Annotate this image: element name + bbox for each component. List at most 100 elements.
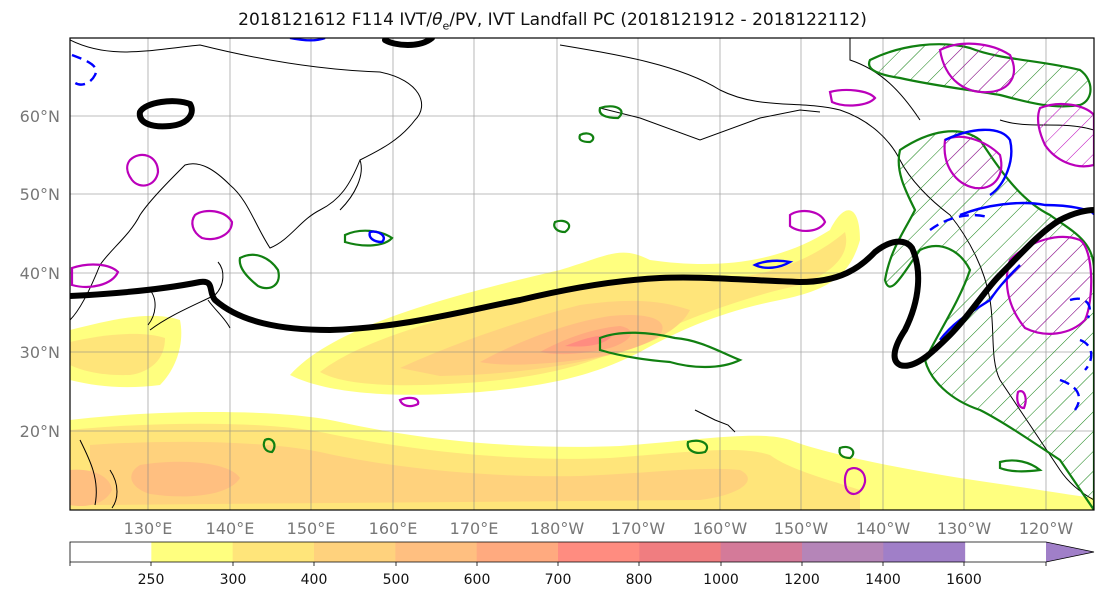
theta-e-blob-1 — [598, 331, 743, 369]
colorbar-tick-label: 250 — [138, 572, 165, 588]
asia-coast — [70, 39, 423, 321]
ivt-neg-3 — [1059, 297, 1093, 411]
colorbar-tick-label: 1600 — [946, 572, 982, 588]
pv-ne-2 — [1036, 102, 1094, 168]
lat-label: 30°N — [20, 343, 60, 362]
colorbar-cell — [476, 542, 559, 562]
pv-sw-coast — [1005, 235, 1093, 335]
colorbar-tick-label: 300 — [220, 572, 247, 588]
pv-blob-4 — [788, 209, 827, 232]
colorbar: 250 300 400 500 600 700 800 1000 1200 14… — [69, 541, 1095, 588]
pv-ne-1 — [938, 42, 1016, 94]
map-frame — [69, 37, 1095, 511]
pc-main — [70, 207, 1094, 369]
colorbar-tick-label: 400 — [301, 572, 328, 588]
lon-labels: 130°E 140°E 150°E 160°E 170°E 180°W 170°… — [124, 519, 1074, 538]
pc-ring-north — [136, 98, 195, 130]
colorbar-extend-arrow — [1046, 542, 1094, 562]
colorbar-tick-labels: 250 300 400 500 600 700 800 1000 1200 14… — [138, 572, 982, 588]
theta-e-blob-6 — [578, 132, 595, 144]
plot-title: 2018121612 F114 IVT/θe/PV, IVT Landfall … — [0, 10, 1105, 32]
colorbar-cell — [720, 542, 803, 562]
lat-labels: 60°N 50°N 40°N 30°N 20°N — [20, 107, 60, 441]
lon-label: 160°W — [693, 519, 748, 538]
pv-blob-3 — [70, 263, 120, 289]
lat-label: 50°N — [20, 185, 60, 204]
graticule — [70, 38, 1094, 510]
lon-label: 150°E — [287, 519, 336, 538]
lat-label: 20°N — [20, 422, 60, 441]
title-subscript: e — [442, 19, 450, 33]
lon-label: 130°E — [124, 519, 173, 538]
pv-hatched — [938, 42, 1094, 335]
theta-e-blob-7 — [262, 437, 276, 454]
ivt-pos-small-2 — [368, 230, 385, 244]
lon-label: 180°W — [530, 519, 585, 538]
lon-label: 150°W — [774, 519, 829, 538]
theta-e-blob-5 — [598, 105, 623, 120]
title-prefix: 2018121612 F114 IVT/ — [238, 10, 433, 30]
lon-label: 170°W — [611, 519, 666, 538]
theta-e-blob-9 — [838, 445, 855, 460]
pv-blob-6 — [398, 396, 420, 408]
pv-blob-7 — [843, 466, 867, 496]
ivt-south-500 — [131, 461, 240, 497]
lon-label: 140°E — [206, 519, 255, 538]
korea — [147, 289, 156, 326]
colorbar-tick-label: 600 — [464, 572, 491, 588]
colorbar-cell — [151, 542, 234, 562]
theta-e-blob-4 — [553, 219, 571, 234]
ivt-west-300 — [70, 333, 165, 376]
aleutians — [599, 107, 821, 141]
lat-label: 60°N — [20, 107, 60, 126]
theta-e-blob-8 — [686, 439, 709, 454]
pv-contours — [70, 88, 1027, 496]
theta-e-blob-3 — [343, 229, 394, 247]
pc-arc-top — [382, 38, 435, 48]
colorbar-tick-label: 1000 — [703, 572, 739, 588]
colorbar-cell — [70, 542, 152, 562]
colorbar-cell — [558, 542, 640, 562]
ivt-neg-2 — [929, 213, 991, 231]
theta-e-blob-2 — [238, 253, 280, 290]
lon-label: 170°E — [450, 519, 499, 538]
colorbar-tick-label: 500 — [383, 572, 410, 588]
colorbar-outline — [69, 541, 1095, 563]
map-area — [70, 38, 1094, 510]
colorbar-ticks — [69, 562, 1047, 566]
lon-label: 140°W — [856, 519, 911, 538]
colorbar-cell — [314, 542, 396, 562]
kamchatka — [339, 159, 362, 211]
pv-blob-5 — [828, 88, 877, 107]
ivt-neg-1 — [71, 53, 98, 86]
lon-label: 160°E — [369, 519, 418, 538]
title-suffix: /PV, IVT Landfall PC (2018121912 - 20181… — [449, 10, 867, 30]
colorbar-cell — [802, 542, 884, 562]
pv-ne-3 — [943, 135, 1003, 190]
colorbar-tick-label: 700 — [545, 572, 572, 588]
pv-blob-1 — [126, 153, 160, 187]
title-theta: θ — [432, 10, 443, 30]
lat-label: 40°N — [20, 264, 60, 283]
ivt-pos-small-1 — [752, 259, 794, 270]
colorbar-tick-label: 800 — [626, 572, 653, 588]
philippines — [79, 439, 118, 509]
colorbar-tick-label: 1200 — [784, 572, 820, 588]
colorbar-cell — [232, 542, 315, 562]
lon-label: 120°W — [1019, 519, 1074, 538]
theta-e-small — [238, 105, 1043, 473]
ivt-neg-contours — [71, 53, 1093, 411]
colorbar-cell — [395, 542, 478, 562]
colorbar-tick-label: 1400 — [865, 572, 901, 588]
pv-blob-2 — [191, 209, 234, 241]
ivt-south-500b — [70, 469, 112, 507]
landfall-pc-contour — [70, 38, 1094, 369]
theta-e-blob-10 — [998, 459, 1043, 473]
pv-blob-8 — [1016, 390, 1027, 410]
hawaii — [694, 409, 736, 433]
colorbar-cell — [883, 542, 966, 562]
ivt-south-400 — [90, 441, 748, 505]
colorbar-cell — [639, 542, 722, 562]
colorbar-cells — [70, 542, 1094, 562]
